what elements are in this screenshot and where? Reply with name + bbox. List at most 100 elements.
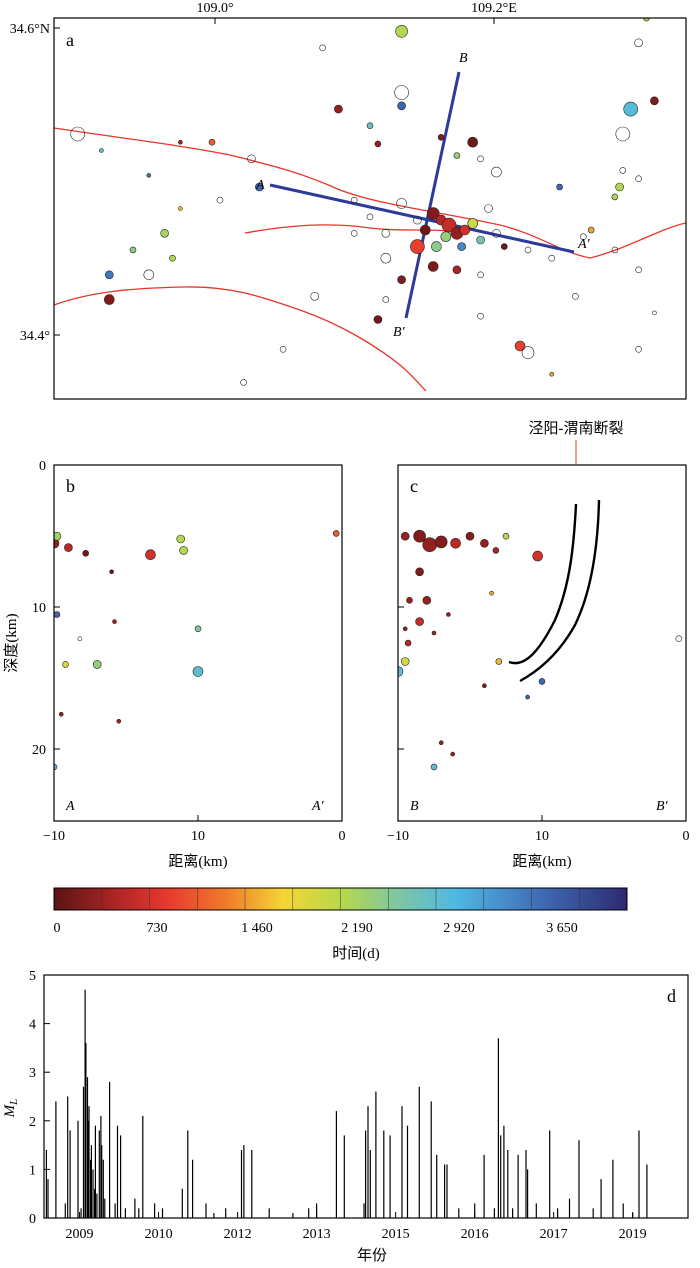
- map-event-67: [635, 345, 642, 353]
- c-event-3: [400, 531, 410, 541]
- map-event-72: [650, 96, 659, 106]
- map-event-13: [143, 269, 155, 281]
- section-c-ticks: [397, 464, 687, 821]
- c-event-23: [495, 658, 503, 665]
- map-event-70: [623, 101, 639, 117]
- c-event-31: [430, 763, 438, 771]
- b-event-7: [54, 538, 60, 549]
- c-event-6: [434, 535, 448, 549]
- map-event-75: [619, 167, 627, 174]
- section-b-ytick-1: 0: [39, 459, 46, 474]
- b-event-5: [41, 530, 53, 542]
- c-event-18: [398, 666, 404, 677]
- map-event-21: [394, 85, 409, 100]
- profile-label-a-prime: A': [577, 237, 591, 252]
- c-event-9: [480, 538, 489, 548]
- map-event-73: [615, 182, 624, 192]
- map-event-59: [611, 246, 619, 254]
- b-event-0: [332, 530, 340, 537]
- magnitude-ytick-label-4: 4: [29, 1018, 36, 1033]
- c-event-11: [502, 532, 510, 540]
- c-event-19: [366, 640, 372, 646]
- map-event-18: [319, 44, 326, 52]
- fault-trace-1: [508, 503, 578, 665]
- colorbar-separators: [101, 888, 580, 910]
- section-b-corner-right: A': [311, 799, 325, 814]
- map-event-69: [549, 371, 555, 377]
- magnitude-xtick-label-7: 2019: [619, 1227, 647, 1242]
- magnitude-xlabel: 年份: [357, 1247, 387, 1264]
- map-xtick-label-2: 109.2°E: [471, 1, 517, 16]
- map-event-63: [477, 312, 484, 320]
- b-event-12: [42, 577, 52, 587]
- map-event-54: [397, 275, 406, 285]
- magnitude-ytick-label-5: 5: [29, 969, 36, 984]
- map-event-0: [70, 126, 85, 142]
- map-event-32: [413, 215, 422, 225]
- map-event-27: [453, 152, 461, 159]
- magnitude-xtick-label-5: 2016: [461, 1227, 489, 1242]
- c-event-7: [450, 537, 461, 549]
- map-event-61: [373, 315, 383, 324]
- section-c-xtick-2: 10: [535, 829, 549, 844]
- map-event-45: [492, 229, 501, 238]
- c-event-16: [404, 639, 412, 647]
- map-event-7: [216, 196, 224, 204]
- b-event-6: [13, 545, 23, 555]
- profile-label-a: A: [255, 178, 265, 193]
- c-event-0: [675, 635, 683, 643]
- section-b-ticks: [53, 464, 343, 821]
- section-panel-b: −10 10 0 0 10 20 深度(km) 距离(km) b A A': [3, 459, 346, 870]
- map-event-42: [431, 241, 442, 252]
- map-event-28: [477, 155, 484, 163]
- section-b-xtick-3: 0: [339, 829, 346, 844]
- panel-letter-d: d: [667, 986, 676, 1006]
- map-event-71: [615, 126, 631, 142]
- c-event-21: [431, 630, 437, 636]
- panel-letter-a: a: [66, 30, 74, 50]
- c-event-30: [450, 751, 456, 757]
- magnitude-xtick-label-4: 2015: [382, 1227, 410, 1242]
- map-event-6: [255, 182, 264, 192]
- c-event-8: [465, 531, 475, 541]
- map-event-38: [467, 218, 479, 229]
- map-panel: 109.0° 109.2°E 34.6°N 34.4° a A A' B B': [10, 1, 687, 400]
- c-event-20: [384, 626, 390, 632]
- map-event-35: [441, 217, 457, 233]
- b-event-11: [39, 568, 47, 576]
- section-b-ytick-2: 10: [32, 601, 46, 616]
- map-event-40: [419, 224, 431, 236]
- b-event-3: [25, 536, 39, 550]
- map-event-50: [350, 196, 358, 204]
- map-event-66: [572, 292, 579, 300]
- map-event-52: [427, 261, 439, 272]
- map-event-25: [437, 134, 445, 141]
- magnitude-frame: [43, 974, 689, 1219]
- magnitude-xtick-label-0: 2009: [66, 1227, 94, 1242]
- b-event-29: [194, 625, 202, 633]
- section-b-corner-left: A: [65, 799, 75, 814]
- b-event-33: [54, 763, 58, 771]
- magnitude-ytick-label-3: 3: [29, 1066, 36, 1081]
- map-event-11: [169, 254, 176, 262]
- map-event-65: [521, 346, 535, 359]
- map-event-4: [208, 138, 216, 146]
- c-event-29: [438, 740, 444, 746]
- c-event-5: [422, 537, 438, 553]
- section-b-frame: [53, 464, 343, 822]
- map-event-47: [381, 229, 391, 238]
- map-event-10: [129, 246, 137, 254]
- magnitude-ytick-label-0: 0: [29, 1212, 36, 1227]
- magnitude-xtick-label-6: 2017: [540, 1227, 568, 1242]
- map-event-46: [500, 243, 508, 250]
- panel-letter-c: c: [410, 476, 418, 496]
- magnitude-ytick-label-2: 2: [29, 1115, 36, 1130]
- map-events: [70, 18, 659, 386]
- b-event-4: [34, 544, 46, 556]
- c-event-2: [381, 540, 387, 546]
- colorbar-tick-2: 730: [147, 921, 168, 936]
- section-c-xlabel: 距离(km): [512, 853, 571, 870]
- b-event-2: [18, 522, 32, 536]
- b-event-20: [54, 611, 61, 618]
- map-event-39: [440, 231, 452, 242]
